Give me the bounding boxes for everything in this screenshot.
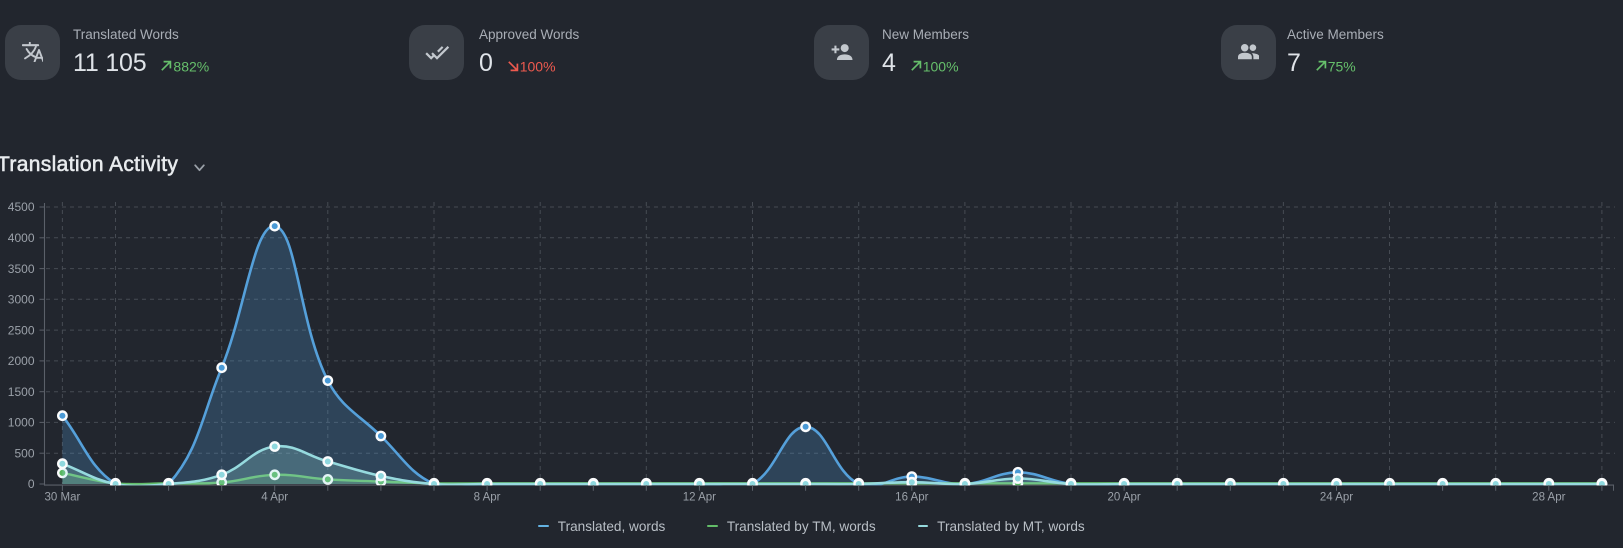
- svg-text:24 Apr: 24 Apr: [1320, 492, 1353, 504]
- svg-text:2500: 2500: [8, 323, 35, 337]
- svg-text:4000: 4000: [8, 231, 35, 245]
- svg-text:8 Apr: 8 Apr: [474, 492, 501, 504]
- svg-text:3000: 3000: [8, 293, 35, 307]
- svg-text:2000: 2000: [8, 354, 35, 368]
- svg-text:500: 500: [14, 446, 34, 460]
- svg-text:1500: 1500: [8, 385, 35, 399]
- svg-text:4500: 4500: [8, 200, 35, 214]
- svg-text:3500: 3500: [8, 262, 35, 276]
- svg-text:16 Apr: 16 Apr: [895, 492, 928, 504]
- svg-text:20 Apr: 20 Apr: [1107, 492, 1140, 504]
- svg-text:12 Apr: 12 Apr: [683, 492, 716, 504]
- svg-text:4 Apr: 4 Apr: [261, 492, 288, 504]
- svg-text:28 Apr: 28 Apr: [1532, 492, 1565, 504]
- svg-text:0: 0: [28, 477, 35, 491]
- svg-text:30 Mar: 30 Mar: [45, 492, 81, 504]
- svg-text:1000: 1000: [8, 416, 35, 430]
